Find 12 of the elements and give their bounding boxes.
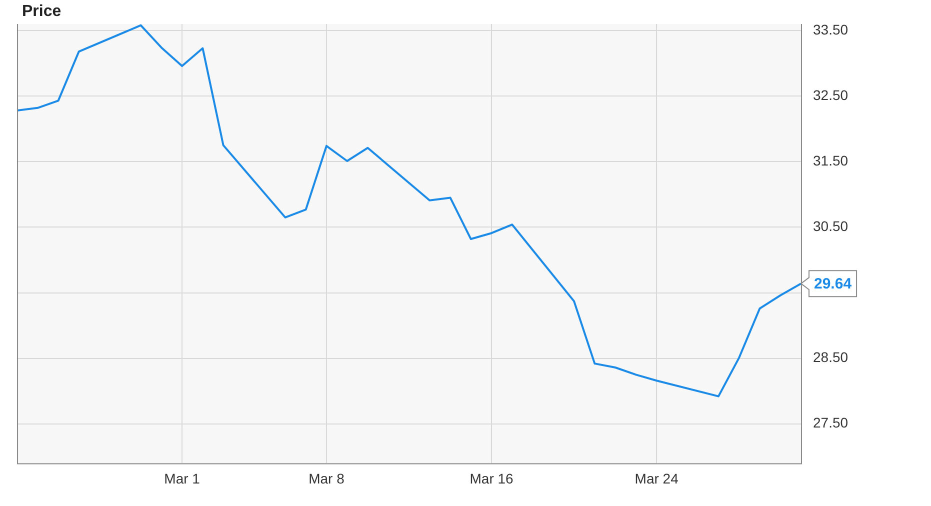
- annotation: 29.64: [814, 276, 852, 293]
- y-tick-label: 30.50: [813, 218, 848, 234]
- y-tick-label: 33.50: [813, 21, 848, 38]
- x-tick-label: Mar 24: [634, 470, 679, 486]
- x-tick-label: Mar 16: [470, 470, 514, 486]
- y-tick-label: 32.50: [813, 86, 848, 103]
- y-tick-label: 28.50: [813, 349, 848, 366]
- y-tick-label: 27.50: [813, 414, 848, 431]
- x-tick-label: Mar 1: [164, 470, 200, 486]
- x-tick-label: Mar 8: [308, 470, 345, 486]
- y-tick-label: 31.50: [813, 152, 848, 169]
- chart-title: Price: [22, 3, 62, 21]
